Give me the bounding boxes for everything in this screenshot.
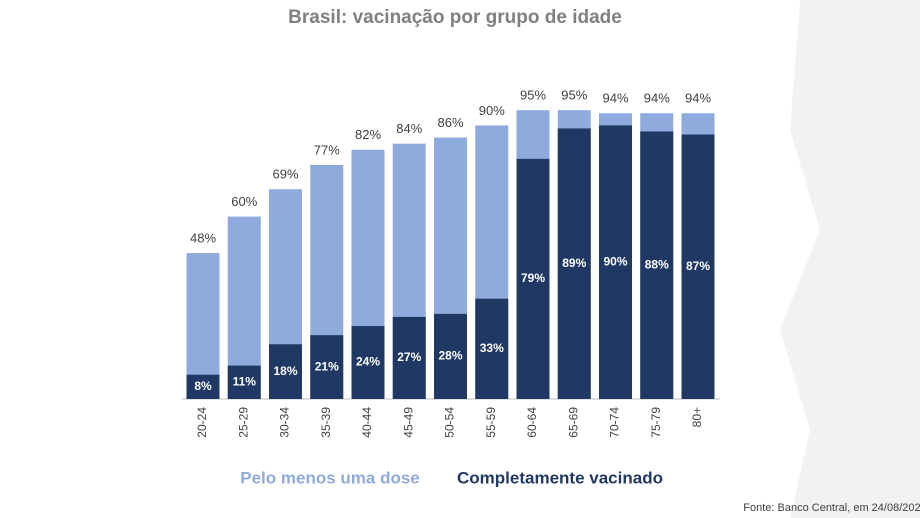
x-tick-label: 70-74 — [608, 407, 622, 438]
value-label: 94% — [602, 91, 628, 106]
x-tick-label: 60-64 — [525, 407, 539, 438]
value-label: 84% — [396, 121, 422, 136]
bar — [640, 131, 674, 400]
bar — [475, 298, 509, 399]
bar — [227, 365, 261, 399]
value-label: 94% — [644, 91, 670, 106]
value-label: 94% — [685, 91, 711, 106]
value-label: 69% — [272, 167, 298, 182]
x-tick-label: 55-59 — [484, 407, 498, 438]
x-tick-label: 80+ — [690, 407, 704, 427]
value-label: 48% — [190, 231, 216, 246]
background-texture — [780, 0, 920, 518]
x-tick-label: 50-54 — [443, 407, 457, 438]
value-label: 79% — [521, 271, 545, 285]
x-tick-label: 65-69 — [566, 407, 580, 438]
x-tick-label: 45-49 — [401, 407, 415, 438]
chart-title: Brasil: vacinação por grupo de idade — [288, 7, 622, 28]
x-tick-label: 25-29 — [236, 407, 250, 438]
bar — [269, 344, 302, 399]
value-label: 89% — [562, 256, 586, 270]
value-label: 82% — [355, 127, 381, 142]
bar — [599, 125, 632, 400]
bar — [681, 134, 715, 399]
value-label: 95% — [561, 88, 587, 103]
bar — [434, 313, 467, 399]
value-label: 28% — [438, 349, 462, 363]
bar — [392, 316, 426, 399]
bar — [351, 326, 385, 399]
value-label: 88% — [645, 257, 669, 271]
value-label: 90% — [603, 254, 627, 268]
value-label: 95% — [520, 88, 546, 103]
x-tick-label: 30-34 — [278, 407, 292, 438]
x-tick-label: 75-79 — [649, 407, 663, 438]
value-label: 18% — [273, 364, 297, 378]
value-label: 11% — [233, 374, 257, 388]
value-label: 77% — [314, 142, 340, 157]
x-tick-label: 20-24 — [195, 407, 209, 438]
source-note: Fonte: Banco Central, em 24/08/2021 — [743, 502, 920, 514]
bar — [557, 128, 591, 399]
value-label: 90% — [479, 103, 505, 118]
bar — [186, 374, 220, 399]
value-label: 87% — [686, 259, 710, 273]
value-label: 60% — [231, 194, 257, 209]
value-label: 33% — [480, 341, 504, 355]
x-tick-label: 40-44 — [360, 407, 374, 438]
value-label: 27% — [397, 350, 421, 364]
x-tick-label: 35-39 — [319, 407, 333, 438]
value-label: 21% — [315, 359, 339, 373]
legend-entry: Pelo menos uma dose — [240, 468, 420, 487]
bar — [310, 335, 344, 399]
value-label: 86% — [437, 115, 463, 130]
bar — [516, 158, 550, 399]
legend-entry: Completamente vacinado — [457, 468, 663, 487]
value-label: 24% — [356, 355, 380, 369]
value-label: 8% — [194, 379, 212, 393]
